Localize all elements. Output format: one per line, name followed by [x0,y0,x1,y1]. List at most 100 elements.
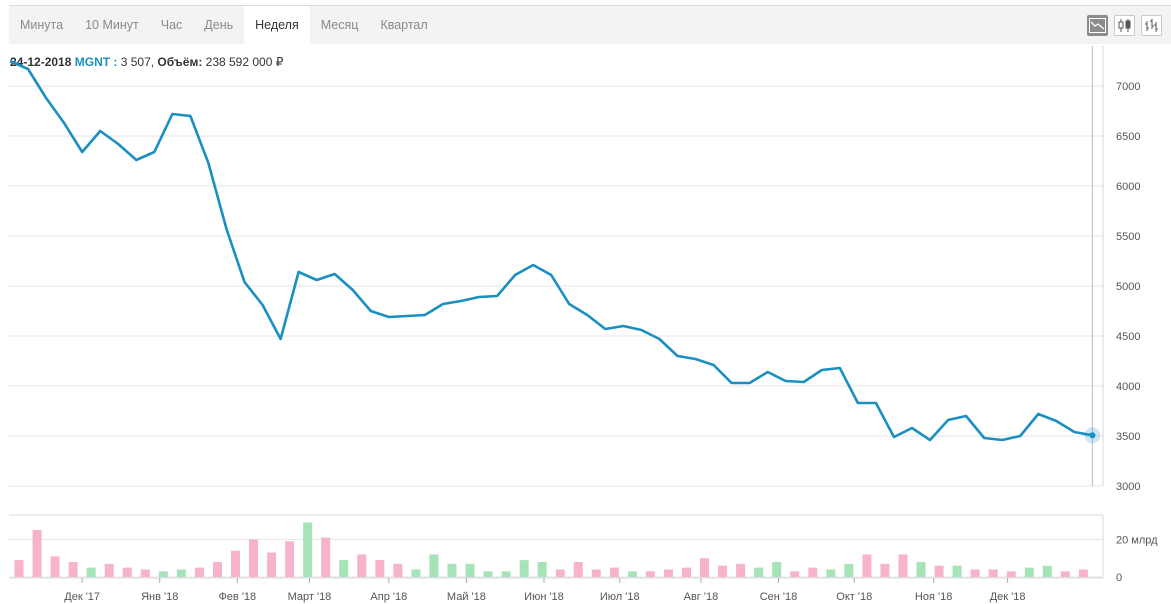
volume-bar [808,567,818,577]
x-tick-label: Фев '18 [218,591,256,603]
volume-bar [772,561,782,577]
chart-type-toolbar [1087,15,1162,36]
volume-y-tick-label: 0 [1116,572,1122,584]
volume-bar [862,554,872,577]
line-chart-icon [1089,18,1106,33]
volume-bar [700,558,710,577]
price-y-tick-label: 4000 [1116,381,1140,393]
price-y-tick-label: 5500 [1116,231,1140,243]
volume-bar [880,563,890,577]
volume-bar [501,571,511,577]
hover-info: 24-12-2018 MGNT : 3 507, Объём: 238 592 … [10,55,283,69]
volume-bar [212,561,222,577]
x-tick-label: Июл '18 [600,591,640,603]
volume-bar [591,569,601,577]
price-y-tick-label: 4500 [1116,331,1140,343]
volume-bar [158,571,168,577]
x-tick-label: Апр '18 [370,591,407,603]
line-chart-button[interactable] [1087,15,1108,36]
tab-3[interactable]: День [193,6,245,44]
price-y-tick-label: 6000 [1116,181,1140,193]
volume-bar [555,569,565,577]
x-tick-label: Янв '18 [141,591,178,603]
volume-bar [537,561,547,577]
volume-bar [357,554,367,577]
info-volume-label: Объём: [154,55,203,69]
volume-bar [573,561,583,577]
ohlc-bars-icon [1145,19,1158,32]
volume-bar [303,522,313,577]
candlestick-icon [1118,19,1131,32]
price-y-tick-label: 5000 [1116,281,1140,293]
volume-bar [736,563,746,577]
volume-bar [663,569,673,577]
price-line [9,59,1093,442]
volume-bar [1060,571,1070,577]
price-y-tick-label: 7000 [1116,81,1140,93]
price-y-tick-label: 3000 [1116,481,1140,493]
volume-bar [970,569,980,577]
price-y-tick-label: 6500 [1116,131,1140,143]
x-tick-label: Ноя '18 [915,591,952,603]
volume-bar [68,561,78,577]
tab-6[interactable]: Квартал [369,6,439,44]
volume-bar [952,565,962,577]
info-volume: 238 592 000 ₽ [202,55,284,69]
volume-bar [267,552,277,577]
volume-bar [898,554,908,577]
volume-bar [988,569,998,577]
volume-bar [122,567,132,577]
volume-bar [86,567,96,577]
volume-bar [627,571,637,577]
volume-bar [934,565,944,577]
volume-bar [194,567,204,577]
x-tick-label: Дек '18 [990,591,1026,603]
volume-bar [609,567,619,577]
volume-bar [1006,571,1016,577]
x-tick-label: Дек '17 [64,591,100,603]
volume-bar [14,560,24,577]
volume-bar [411,569,421,577]
volume-bar [916,561,926,577]
volume-bar [826,569,836,577]
tab-4[interactable]: Неделя [244,6,310,44]
candlestick-button[interactable] [1114,15,1135,36]
volume-bar [104,563,114,577]
volume-bar [447,563,457,577]
volume-bar [249,539,259,577]
volume-bar [32,530,42,577]
volume-bar [140,569,150,577]
volume-bar [1042,565,1052,577]
x-tick-label: Июн '18 [524,591,564,603]
x-tick-label: Окт '18 [836,591,872,603]
info-price: 3 507, [117,55,155,69]
tab-2[interactable]: Час [149,6,194,44]
interval-tabs: Минута 10 Минут Час День Неделя Месяц Квартал [9,6,439,44]
info-ticker: MGNT : [74,55,118,69]
volume-bar [1024,567,1034,577]
volume-bar [519,560,529,577]
volume-bar [754,567,764,577]
volume-bar [321,537,331,577]
x-tick-label: Сен '18 [760,591,798,603]
tab-1[interactable]: 10 Минут [74,6,150,44]
last-point-marker [1089,432,1096,439]
volume-bar [844,563,854,577]
volume-bar [285,541,295,577]
x-tick-label: Авг '18 [684,591,719,603]
x-tick-label: Март '18 [288,591,332,603]
price-y-tick-label: 3500 [1116,431,1140,443]
x-tick-label: Май '18 [447,591,486,603]
volume-bar [375,560,385,577]
volume-bar [176,569,186,577]
volume-y-tick-label: 20 млрд [1116,534,1158,546]
ohlc-bars-button[interactable] [1141,15,1162,36]
volume-bar [429,554,439,577]
volume-bar [339,560,349,577]
tab-0[interactable]: Минута [9,6,75,44]
volume-bar [50,556,60,577]
volume-bar [483,571,493,577]
volume-bar [1078,569,1088,577]
tab-5[interactable]: Месяц [309,6,370,44]
